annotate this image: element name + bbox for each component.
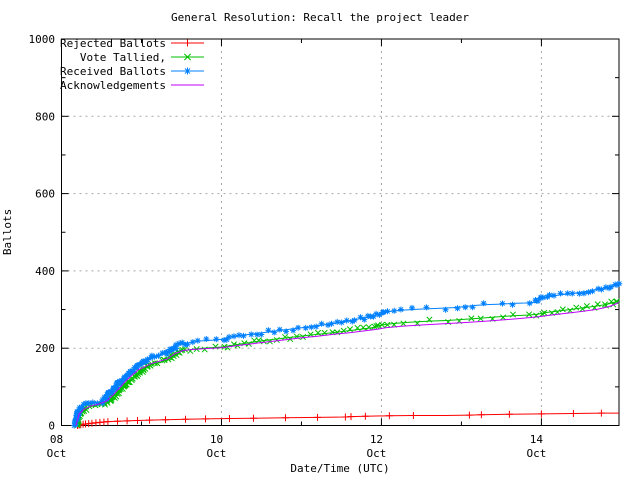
- plus-markers: [74, 409, 605, 429]
- y-tick-label: 400: [35, 265, 55, 278]
- x-tick-label: 12: [370, 433, 383, 446]
- x-axis-label: Date/Time (UTC): [290, 462, 389, 475]
- legend-star-marker: [184, 67, 191, 75]
- series-rejected-ballots: [74, 409, 619, 429]
- legend-marker-samples: [183, 39, 192, 75]
- legend-label-received-ballots: Received Ballots: [60, 65, 166, 78]
- legend-cross-marker: [183, 53, 192, 61]
- legend-plus-marker: [184, 39, 191, 47]
- series-acknowledgements: [75, 302, 620, 426]
- y-tick-label: 600: [35, 188, 55, 201]
- legend-entry-acknowledgements: Acknowledgements: [60, 79, 204, 92]
- chart-title: General Resolution: Recall the project l…: [171, 11, 469, 24]
- legend-label-acknowledgements: Acknowledgements: [60, 79, 166, 92]
- y-tick-label: 200: [35, 342, 55, 355]
- legend-label-rejected-ballots: Rejected Ballots: [60, 37, 166, 50]
- gridlines: [61, 39, 619, 426]
- legend-entry-vote-tallied: Vote Tallied,: [80, 51, 204, 64]
- star-markers: [71, 280, 623, 429]
- x-tick-label: 10: [210, 433, 223, 446]
- y-tick-label: 1000: [29, 33, 56, 46]
- x-tick-label-month: Oct: [367, 447, 387, 460]
- x-tick-label-month: Oct: [526, 447, 546, 460]
- data-series: [71, 280, 623, 429]
- axis-ticks: [61, 38, 619, 426]
- series-curve: [77, 412, 619, 426]
- legend-label-vote-tallied: Vote Tallied,: [80, 51, 166, 64]
- plot-border: [61, 38, 620, 426]
- x-tick-label-month: Oct: [207, 447, 227, 460]
- legend: Rejected Ballots Vote Tallied, Received …: [60, 37, 204, 92]
- series-received-ballots: [71, 280, 623, 429]
- y-tick-label: 0: [48, 420, 55, 433]
- x-tick-label-month: Oct: [47, 447, 67, 460]
- y-tick-label: 800: [35, 110, 55, 123]
- legend-entry-received-ballots: Received Ballots: [60, 65, 204, 78]
- series-curve: [75, 302, 620, 426]
- y-axis-label: Ballots: [1, 209, 14, 255]
- x-tick-label: 14: [530, 433, 544, 446]
- x-tick-label: 08: [50, 433, 63, 446]
